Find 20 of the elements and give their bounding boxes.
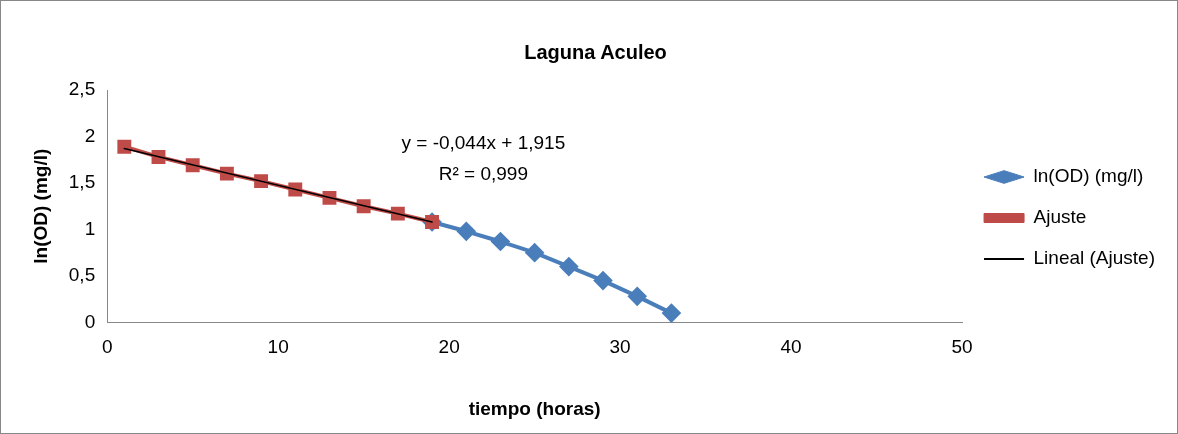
x-tick-label: 0 [101,336,113,358]
annotation: R² = 0,999 [438,163,528,185]
x-tick-label: 20 [438,336,460,358]
x-tick-label: 30 [609,336,631,358]
annotation: y = -0,044x + 1,915 [401,131,566,153]
x-axis-title: tiempo (horas) [468,397,601,419]
legend-label: Lineal (Ajuste) [1033,247,1155,269]
y-tick-label: 2 [84,124,96,146]
chart-title: Laguna Aculeo [524,40,667,63]
x-tick-label: 40 [780,336,802,358]
y-tick-label: 1,5 [68,171,96,193]
y-tick-label: 0 [84,310,96,332]
y-tick-label: 1 [84,217,96,239]
x-tick-label: 10 [267,336,289,358]
y-tick-label: 0,5 [68,264,96,286]
y-tick-label: 2,5 [68,78,96,100]
y-axis-title: ln(OD) (mg/l) [29,148,51,264]
legend-label: Ajuste [1033,206,1087,228]
legend-label: ln(OD) (mg/l) [1033,165,1144,187]
x-tick-label: 50 [951,336,973,358]
